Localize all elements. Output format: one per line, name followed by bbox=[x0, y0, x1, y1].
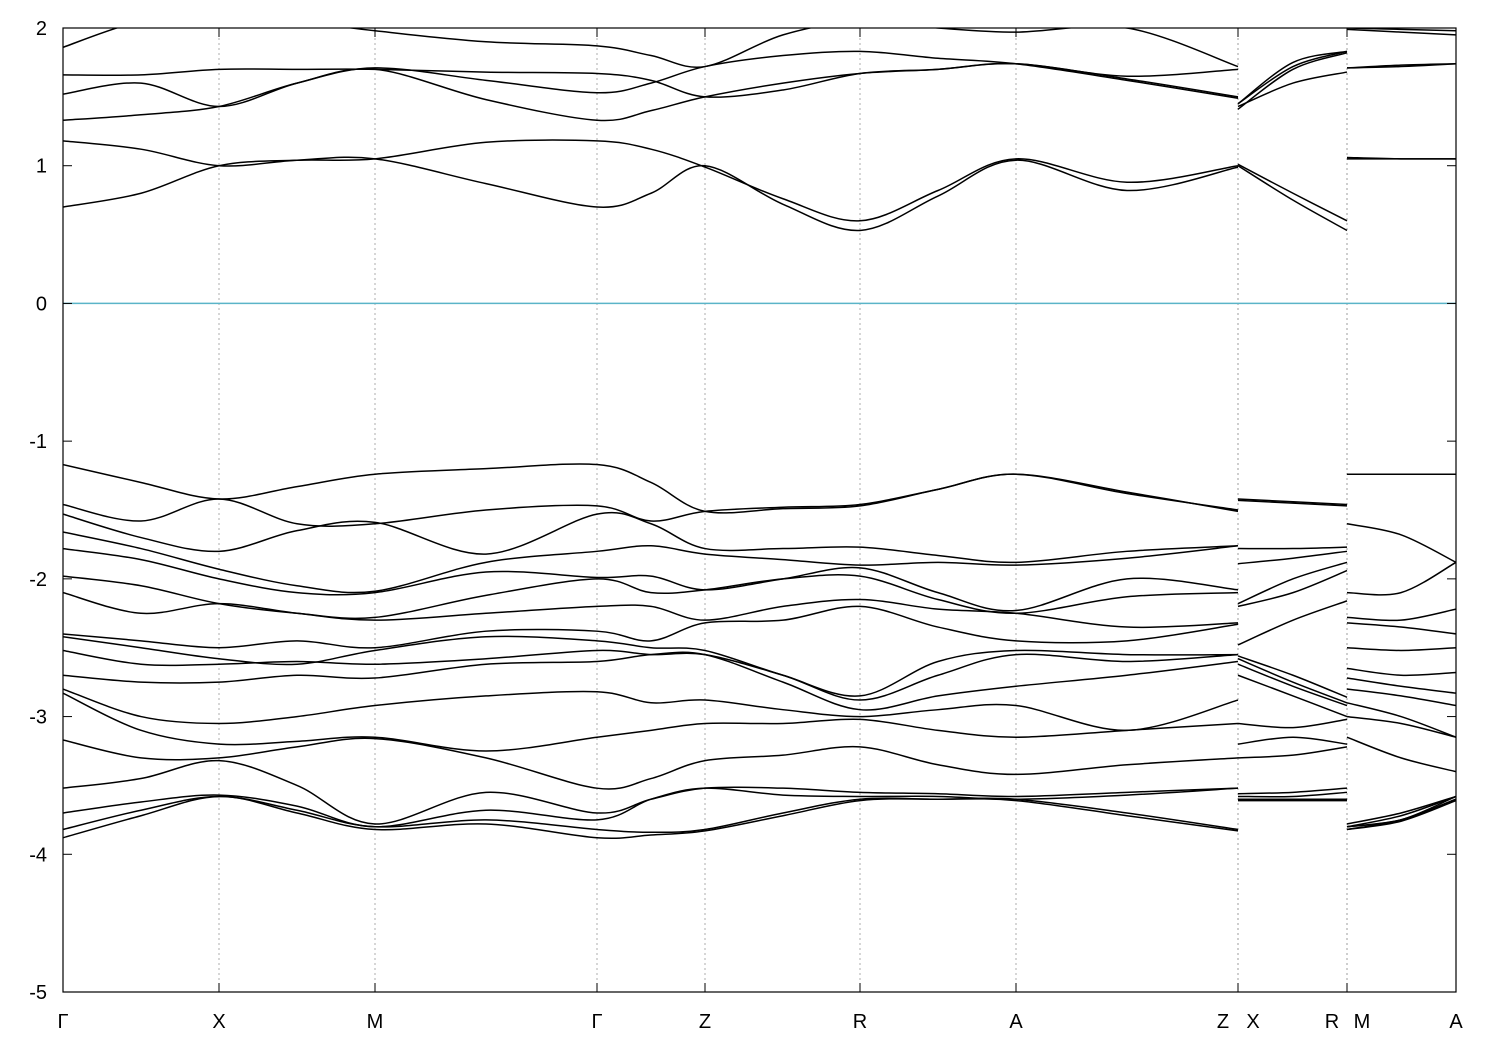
band-line bbox=[63, 463, 1456, 514]
y-tick-label: -2 bbox=[29, 569, 47, 591]
band-line bbox=[63, 591, 1456, 677]
band-line bbox=[63, 473, 1456, 564]
band-line bbox=[63, 759, 1456, 828]
band-line bbox=[63, 547, 1456, 635]
x-tick-label: Z bbox=[1217, 1011, 1229, 1033]
y-tick-label: 1 bbox=[36, 156, 47, 178]
y-tick-label: -3 bbox=[29, 707, 47, 729]
x-tick-label: X bbox=[212, 1011, 225, 1033]
band-line bbox=[63, 635, 1456, 707]
plot-frame bbox=[62, 27, 1457, 993]
y-tick-label: 0 bbox=[36, 293, 47, 315]
x-tick-label: Γ bbox=[57, 1011, 68, 1033]
x-tick-label: Z bbox=[699, 1011, 711, 1033]
x-tick-label: A bbox=[1009, 1011, 1023, 1033]
band-line bbox=[63, 605, 1456, 698]
x-tick-label: M bbox=[1354, 1011, 1371, 1033]
x-tick-label: R bbox=[853, 1011, 867, 1033]
band-line bbox=[63, 531, 1456, 622]
band-line bbox=[63, 156, 1456, 232]
x-tick-label: X bbox=[1246, 1011, 1259, 1033]
band-line bbox=[63, 715, 1456, 790]
y-tick-label: -1 bbox=[29, 431, 47, 453]
band-line bbox=[63, 50, 1456, 105]
bands bbox=[63, 28, 1456, 840]
band-line bbox=[63, 651, 1456, 773]
band-line bbox=[63, 795, 1456, 840]
band-line bbox=[63, 139, 1456, 222]
y-tick-label: 2 bbox=[36, 18, 47, 40]
x-tick-label: R bbox=[1325, 1011, 1339, 1033]
y-tick-label: -5 bbox=[29, 982, 47, 1004]
x-tick-label: M bbox=[367, 1011, 384, 1033]
axes: 210-1-2-3-4-5Γ X M Γ Z R A Z X R M A bbox=[29, 18, 1463, 1033]
band-line bbox=[63, 511, 1456, 596]
x-tick-label: A bbox=[1449, 1011, 1463, 1033]
x-tick-label: Γ bbox=[591, 1011, 602, 1033]
y-tick-label: -4 bbox=[29, 844, 47, 866]
